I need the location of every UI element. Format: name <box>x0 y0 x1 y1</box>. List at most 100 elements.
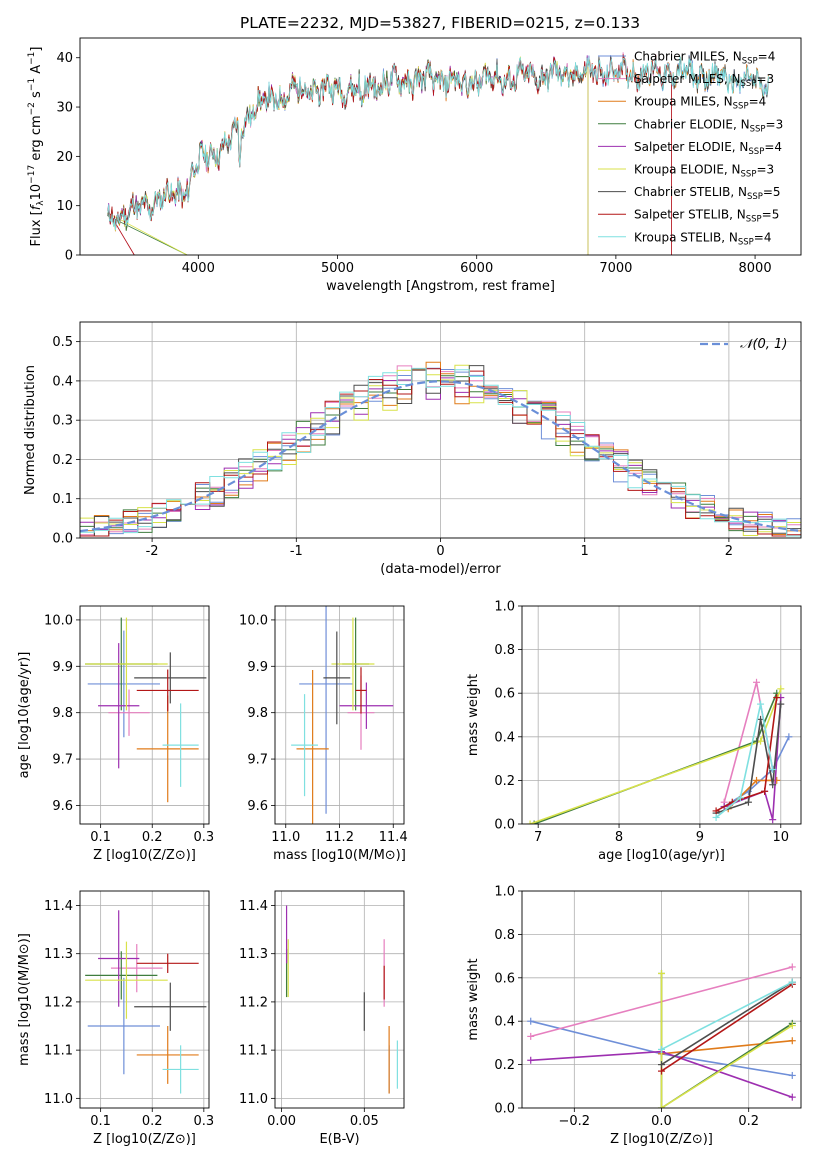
mass-z-ytick-label: 11.0 <box>44 1092 73 1107</box>
spectrum-ytick-label: 20 <box>56 150 73 165</box>
mw-age-ylabel: mass weight <box>466 674 481 756</box>
mw-age-xtick-label: 9 <box>696 830 704 845</box>
age-z-ytick-label: 9.7 <box>52 753 73 768</box>
mass-ebv-ytick-label: 11.1 <box>239 1044 268 1059</box>
mass-z-ytick-label: 11.2 <box>44 995 73 1010</box>
spectrum-xtick-label: 5000 <box>321 261 354 276</box>
mw-z-xtick-label: 0.0 <box>651 1114 672 1129</box>
mw-z-line-kroupa-elodie <box>660 973 793 1108</box>
age-mass-xtick-label: 11.0 <box>271 830 300 845</box>
mw-z-ytick-label: 0.0 <box>494 1102 515 1117</box>
age-z-ytick-label: 10.0 <box>44 613 73 628</box>
spectrum-xlabel: wavelength [Angstrom, rest frame] <box>326 279 555 294</box>
residuals-xlabel: (data-model)/error <box>380 562 501 577</box>
residuals-ytick-label: 0.0 <box>52 532 73 547</box>
mw-z: −0.2 0.0 0.2 0.0 0.2 0.4 0.6 0.8 1.0 Z [log10(Z/Z… <box>466 885 802 1147</box>
age-z-ytick-label: 9.8 <box>52 706 73 721</box>
normal-curve <box>80 380 801 533</box>
mass-ebv-xtick-label: 0.05 <box>350 1114 379 1129</box>
residuals-frame <box>79 321 802 539</box>
age-mass: 11.0 11.2 11.4 9.6 9.7 9.8 9.9 10.0 mass [log10(… <box>239 605 408 863</box>
age-z-ytick-label: 9.9 <box>52 660 73 675</box>
mw-age-line-kroupa-stelib <box>715 703 774 819</box>
legend-label-kroupa-elodie: Kroupa ELODIE, NSSP=3 <box>634 163 774 180</box>
mw-z-xtick-label: 0.2 <box>738 1114 759 1129</box>
age-mass-frame <box>274 605 405 825</box>
mass-z-xtick-label: 0.1 <box>90 1114 111 1129</box>
mass-ebv-plot-area <box>275 891 404 1108</box>
mw-age-xtick-label: 10 <box>773 830 790 845</box>
mw-z-ytick-label: 0.8 <box>494 928 515 943</box>
legend-label-salpeter-elodie: Salpeter ELODIE, NSSP=4 <box>634 140 782 157</box>
residuals-xtick-label: 0 <box>436 544 444 559</box>
legend-label-kroupa-miles: Kroupa MILES, NSSP=4 <box>634 95 766 112</box>
age-mass-plot-area <box>275 606 404 824</box>
mass-z-xtick-label: 0.2 <box>142 1114 163 1129</box>
mass-z-plot-area <box>80 891 209 1108</box>
age-mass-xtick-label: 11.2 <box>325 830 354 845</box>
mw-age-xtick-label: 8 <box>615 830 623 845</box>
spectrum-xtick-label: 7000 <box>599 261 632 276</box>
mw-age-ytick-label: 1.0 <box>494 600 515 615</box>
mass-z: 0.1 0.2 0.3 11.0 11.1 11.2 11.3 11.4 Z [log10(Z/… <box>17 890 214 1147</box>
mass-z-frame <box>79 890 210 1109</box>
age-mass-ytick-label: 9.9 <box>247 660 268 675</box>
mw-z-line-chabrier-stelib <box>661 981 793 1066</box>
mass-ebv-ytick-label: 11.4 <box>239 899 268 914</box>
age-z-ylabel: age [log10(age/yr)] <box>17 652 32 779</box>
age-z-xlabel: Z [log10(Z/Z⊙)] <box>93 848 196 863</box>
mw-age-xtick-label: 7 <box>534 830 542 845</box>
mass-z-ylabel: mass [log10(M/M⊙)] <box>17 933 32 1066</box>
mw-age-ytick-label: 0.8 <box>494 643 515 658</box>
age-mass-xtick-label: 11.4 <box>379 830 408 845</box>
mass-z-ytick-label: 11.1 <box>44 1044 73 1059</box>
age-mass-xlabel: mass [log10(M/M⊙)] <box>273 848 406 863</box>
residuals-ytick-label: 0.1 <box>52 492 73 507</box>
spectrum: 4000 5000 6000 7000 8000 0 10 20 30 40 wavelength … <box>27 37 802 294</box>
age-z-frame <box>79 605 210 825</box>
legend-label-chabrier-miles: Chabrier MILES, NSSP=4 <box>634 50 775 67</box>
mw-age-plot-area <box>522 606 801 824</box>
mw-z-plot-area <box>522 891 801 1108</box>
age-mass-ytick-label: 9.8 <box>247 706 268 721</box>
legend-label-salpeter-miles: Salpeter MILES, NSSP=3 <box>634 72 774 89</box>
mw-z-ytick-label: 0.2 <box>494 1058 515 1073</box>
mass-ebv-ytick-label: 11.3 <box>239 947 268 962</box>
hist-kroupa-stelib <box>80 367 801 537</box>
age-mass-ytick-label: 10.0 <box>239 613 268 628</box>
spectrum-legend: Chabrier MILES, NSSP=4 Salpeter MILES, NS… <box>598 50 783 247</box>
spectrum-ytick-label: 10 <box>56 199 73 214</box>
mass-z-ytick-label: 11.3 <box>44 947 73 962</box>
spectrum-xtick-label: 4000 <box>182 261 215 276</box>
mass-ebv: 0.00 0.05 11.0 11.1 11.2 11.3 11.4 E(B-V) <box>239 890 405 1147</box>
mw-z-line-salpeter-stelib <box>661 983 793 1072</box>
age-z: 0.1 0.2 0.3 9.6 9.7 9.8 9.9 10.0 Z [log10(Z/Z⊙)]… <box>17 605 214 863</box>
legend-label-salpeter-stelib: Salpeter STELIB, NSSP=5 <box>634 208 779 225</box>
spectrum-line-salpeter-stelib <box>107 54 672 255</box>
residuals-ytick-label: 0.5 <box>52 335 73 350</box>
residuals-ytick-label: 0.3 <box>52 414 73 429</box>
age-mass-ytick-label: 9.6 <box>247 799 268 814</box>
mw-age-ytick-label: 0.2 <box>494 774 515 789</box>
mass-ebv-xlabel: E(B-V) <box>319 1132 359 1147</box>
legend-label-kroupa-stelib: Kroupa STELIB, NSSP=4 <box>634 230 772 247</box>
spectrum-line-salpeter-miles <box>107 52 672 255</box>
mw-age-frame <box>521 605 802 825</box>
residuals-ytick-label: 0.4 <box>52 374 73 389</box>
legend-normal-label: 𝒩(0, 1) <box>740 337 787 352</box>
spectrum-ytick-label: 40 <box>56 51 73 66</box>
age-z-xtick-label: 0.1 <box>90 830 111 845</box>
residuals-ytick-label: 0.2 <box>52 453 73 468</box>
mw-z-xtick-label: −0.2 <box>559 1114 591 1129</box>
mw-age-line-salpeter-stelib <box>715 697 778 812</box>
mass-z-xtick-label: 0.3 <box>193 1114 214 1129</box>
residuals-xtick-label: -2 <box>146 544 159 559</box>
spectrum-ytick-label: 0 <box>65 249 73 264</box>
residuals-ylabel: Normed distribution <box>23 365 38 495</box>
spectrum-xtick-label: 6000 <box>460 261 493 276</box>
spectrum-plot-area <box>107 52 769 255</box>
mw-z-frame <box>521 890 802 1109</box>
age-z-plot-area <box>80 606 209 824</box>
mass-z-xlabel: Z [log10(Z/Z⊙)] <box>93 1132 196 1147</box>
